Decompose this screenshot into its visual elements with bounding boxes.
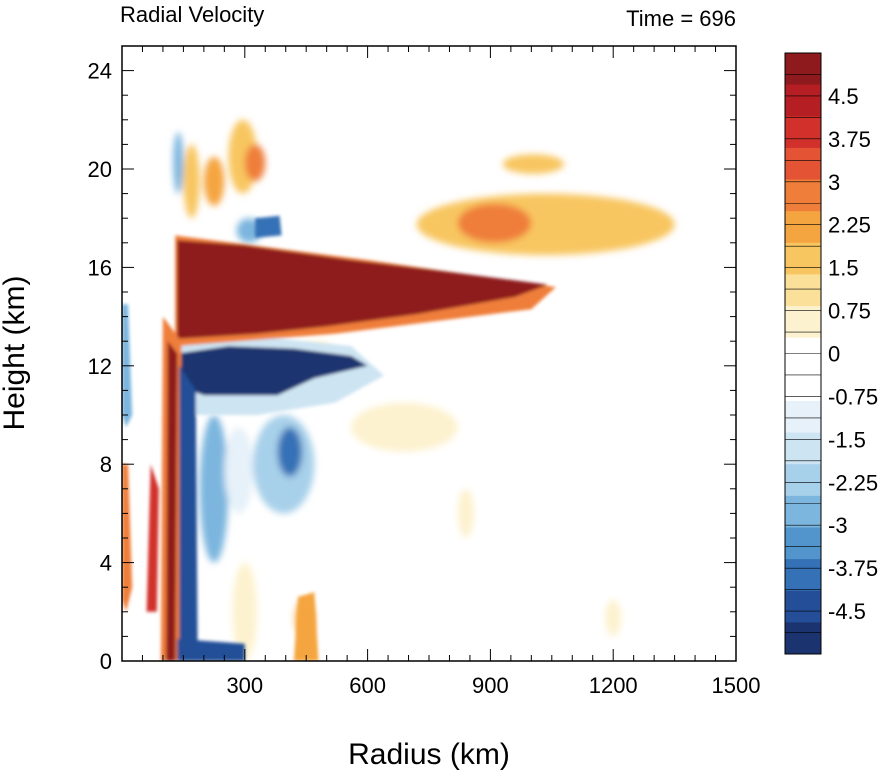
- field-region: [531, 205, 573, 243]
- field-structure: [179, 365, 198, 661]
- x-axis-label: Radius (km): [348, 738, 510, 771]
- field-region: [277, 119, 327, 182]
- colorbar-label: -3: [828, 513, 848, 538]
- colorbar-swatch: [785, 622, 821, 655]
- y-axis-label: Height (km): [0, 275, 31, 430]
- colorbar-label: 3.75: [828, 127, 871, 152]
- field-region: [502, 154, 565, 174]
- field-region: [203, 156, 225, 206]
- colorbar-frame: [784, 52, 822, 655]
- colorbar-swatch: [785, 400, 821, 434]
- y-tick-label: 0: [100, 649, 112, 674]
- y-tick-label: 4: [100, 551, 112, 576]
- y-tick-label: 24: [88, 59, 112, 84]
- colorbar-swatch: [785, 116, 821, 149]
- colorbar-swatch: [785, 306, 821, 339]
- field-region: [588, 205, 646, 243]
- field-region: [351, 402, 458, 452]
- x-axis: 300 600 900 1200 1500: [141, 46, 761, 698]
- chart-title-right: Time = 696: [626, 6, 736, 31]
- colorbar-swatch: [785, 211, 821, 244]
- chart-title-left: Radial Velocity: [120, 2, 264, 27]
- colorbar-swatch: [785, 527, 821, 560]
- field-structure: [166, 341, 178, 661]
- colorbar: 4.5 3.75 3 2.25 1.5 0.75 0 -0.75 -1.5 -2.25 -3 -3.7…: [784, 52, 878, 655]
- field-structure: [177, 346, 368, 396]
- colorbar-swatch: [785, 179, 821, 212]
- colorbar-swatch: [785, 464, 821, 497]
- y-tick-label: 12: [88, 354, 112, 379]
- colorbar-swatch: [785, 242, 821, 275]
- colorbar-swatch: [785, 495, 821, 528]
- colorbar-label: -2.25: [828, 470, 878, 495]
- colorbar-label: 1.5: [828, 256, 859, 281]
- field-region: [457, 203, 532, 243]
- y-tick-label: 16: [88, 255, 112, 280]
- field-region: [173, 132, 184, 194]
- field-region: [232, 562, 258, 661]
- field-region: [334, 439, 736, 489]
- field-region: [199, 415, 229, 563]
- y-tick-label: 20: [88, 157, 112, 182]
- field-region: [277, 427, 303, 477]
- field-region: [224, 427, 253, 514]
- colorbar-label: 0.75: [828, 299, 871, 324]
- colorbar-swatch: [785, 274, 821, 307]
- colorbar-label: 0: [828, 342, 840, 367]
- colorbar-swatch: [785, 147, 821, 181]
- colorbar-swatch: [785, 432, 821, 465]
- field-region: [334, 599, 696, 649]
- y-tick-label: 8: [100, 452, 112, 477]
- colorbar-label: -1.5: [828, 427, 866, 452]
- y-axis: 0 4 8 12 16 20 24: [88, 59, 736, 674]
- colorbar-label: -3.75: [828, 556, 878, 581]
- field-region: [457, 488, 475, 538]
- colorbar-label: 4.5: [828, 84, 859, 109]
- colorbar-swatch: [785, 53, 821, 86]
- colorbar-label: -4.5: [828, 599, 866, 624]
- colorbar-label: 3: [828, 170, 840, 195]
- field-region: [367, 513, 716, 588]
- x-tick-label: 300: [226, 673, 263, 698]
- field-structure: [146, 464, 159, 612]
- colorbar-swatch: [785, 590, 821, 623]
- colorbar-swatch: [785, 559, 821, 592]
- field-structure: [177, 240, 548, 339]
- field-structure: [293, 592, 319, 661]
- field-region: [605, 599, 622, 637]
- field-region: [334, 513, 376, 637]
- plot-area: [122, 46, 736, 661]
- field-region: [183, 144, 200, 219]
- x-tick-label: 900: [472, 673, 509, 698]
- field-structure: [255, 215, 282, 238]
- x-tick-label: 1500: [712, 673, 761, 698]
- field-structure: [177, 638, 245, 661]
- colorbar-swatch: [785, 84, 821, 117]
- field-region: [244, 144, 266, 182]
- x-tick-label: 600: [349, 673, 386, 698]
- colorbar-label: -0.75: [828, 384, 878, 409]
- x-tick-label: 1200: [589, 673, 638, 698]
- colorbar-label: 2.25: [828, 213, 871, 238]
